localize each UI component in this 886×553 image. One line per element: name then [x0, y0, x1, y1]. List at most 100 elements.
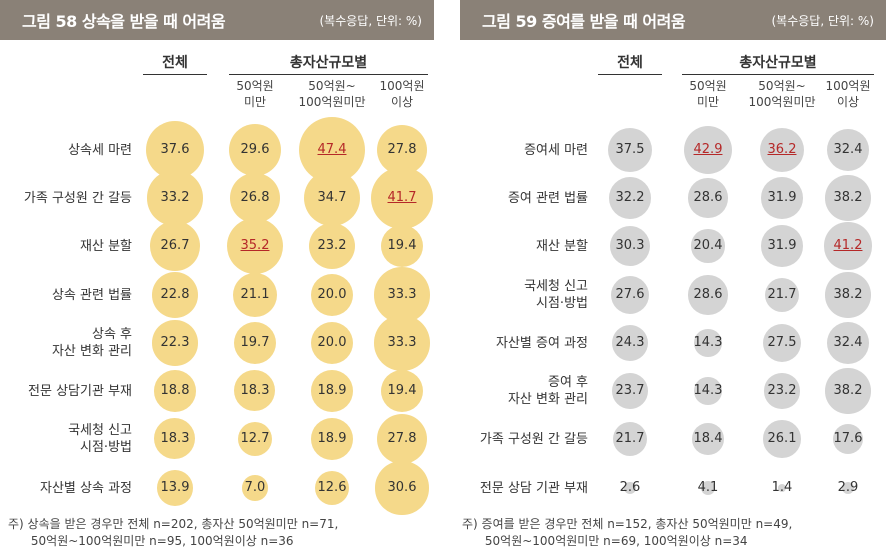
data-bubble [314, 470, 349, 505]
chart-title-bar: 그림 59 증여를 받을 때 어려움 (복수응답, 단위: %) [460, 0, 886, 40]
data-bubble [311, 418, 353, 460]
row-label: 자산별 상속 과정 [40, 480, 132, 496]
data-label: 27.8 [387, 142, 417, 157]
data-bubble [609, 177, 651, 219]
header-group: 총자산규모별 [229, 52, 428, 75]
data-bubble [152, 272, 198, 318]
data-bubble [777, 483, 787, 493]
data-bubble [761, 225, 803, 267]
row-label: 자산별 증여 과정 [496, 335, 588, 351]
data-bubble [761, 177, 803, 219]
data-label: 27.6 [615, 287, 645, 302]
data-label: 12.6 [317, 480, 347, 495]
data-label: 31.9 [767, 190, 797, 205]
row-label: 재산 분할 [80, 238, 132, 254]
data-bubble [694, 377, 722, 405]
row-label: 증여 후 자산 변화 관리 [507, 375, 588, 407]
footnote: 주) 상속을 받은 경우만 전체 n=202, 총자산 50억원미만 n=71,… [8, 517, 339, 548]
data-label: 18.4 [693, 431, 723, 446]
data-label: 20.4 [693, 238, 723, 253]
data-label: 27.8 [387, 431, 417, 446]
header-total: 전체 [598, 52, 662, 75]
data-label: 4.1 [697, 480, 719, 495]
data-bubble [691, 229, 725, 263]
data-bubble [237, 421, 273, 457]
data-bubble [700, 480, 716, 496]
data-bubble [233, 321, 277, 365]
data-label: 21.1 [240, 287, 270, 302]
data-bubble [832, 423, 864, 455]
column-header: 50억원~ 100억원미만 [748, 79, 816, 109]
data-bubble [380, 224, 424, 268]
data-bubble [374, 315, 430, 371]
data-bubble [694, 329, 722, 357]
data-bubble [375, 461, 429, 515]
data-label: 7.0 [244, 480, 266, 495]
row-label: 상속세 마련 [68, 142, 132, 158]
row-label: 증여 관련 법률 [507, 190, 588, 206]
data-label: 33.3 [387, 287, 417, 302]
data-label: 42.9 [693, 142, 723, 157]
data-label: 20.0 [317, 287, 347, 302]
data-bubble [376, 413, 428, 465]
data-bubble [242, 475, 268, 501]
data-label: 30.3 [615, 238, 645, 253]
data-bubble [759, 127, 805, 173]
data-bubble [311, 370, 353, 412]
data-bubble [230, 173, 280, 223]
data-label: 32.4 [833, 142, 863, 157]
data-bubble [226, 217, 284, 275]
data-bubble [157, 470, 193, 506]
row-label: 상속 후 자산 변화 관리 [51, 327, 132, 359]
data-bubble [827, 322, 869, 364]
data-bubble [624, 482, 636, 494]
data-bubble [825, 272, 871, 318]
data-label: 26.7 [160, 238, 190, 253]
data-bubble [764, 373, 800, 409]
data-label: 32.4 [833, 335, 863, 350]
column-header: 50억원 미만 [689, 79, 727, 109]
data-label: 38.2 [833, 287, 863, 302]
data-bubble [824, 222, 872, 270]
data-label: 21.7 [615, 431, 645, 446]
data-bubble [374, 267, 430, 323]
data-bubble [610, 275, 650, 315]
unit-note: (복수응답, 단위: %) [319, 13, 423, 28]
data-label: 41.7 [387, 190, 417, 205]
column-header: 100억원 이상 [825, 79, 871, 109]
data-label: 14.3 [693, 335, 723, 350]
data-label: 47.4 [317, 142, 347, 157]
data-label: 2.6 [619, 480, 641, 495]
data-label: 30.6 [387, 480, 417, 495]
data-label: 12.7 [240, 431, 270, 446]
row-label: 상속 관련 법률 [51, 287, 132, 303]
data-bubble [154, 418, 196, 460]
data-label: 33.2 [160, 190, 190, 205]
data-bubble [154, 370, 196, 412]
data-label: 28.6 [693, 287, 723, 302]
data-label: 23.7 [615, 383, 645, 398]
data-bubble [688, 275, 728, 315]
data-bubble [825, 175, 871, 221]
data-label: 19.4 [387, 383, 417, 398]
data-bubble [232, 272, 277, 317]
row-label: 국세청 신고 시점·방법 [524, 279, 588, 311]
row-label: 재산 분할 [536, 238, 588, 254]
data-label: 29.6 [240, 142, 270, 157]
data-bubble [380, 369, 424, 413]
data-label: 2.9 [837, 480, 859, 495]
data-bubble [308, 222, 356, 270]
data-label: 37.6 [160, 142, 190, 157]
data-label: 18.8 [160, 383, 190, 398]
data-bubble [147, 170, 203, 226]
row-label: 증여세 마련 [524, 142, 588, 158]
data-label: 26.8 [240, 190, 270, 205]
data-label: 21.7 [767, 287, 797, 302]
data-label: 18.3 [240, 383, 270, 398]
chart-title: 그림 58 상속을 받을 때 어려움 [22, 12, 226, 31]
chart-panel-inheritance: 그림 58 상속을 받을 때 어려움 (복수응답, 단위: %) 전체 총자산규모… [0, 0, 436, 553]
data-label: 33.3 [387, 335, 417, 350]
data-label: 13.9 [160, 480, 190, 495]
chart-title: 그림 59 증여를 받을 때 어려움 [482, 12, 686, 31]
column-header: 50억원~ 100억원미만 [298, 79, 366, 109]
